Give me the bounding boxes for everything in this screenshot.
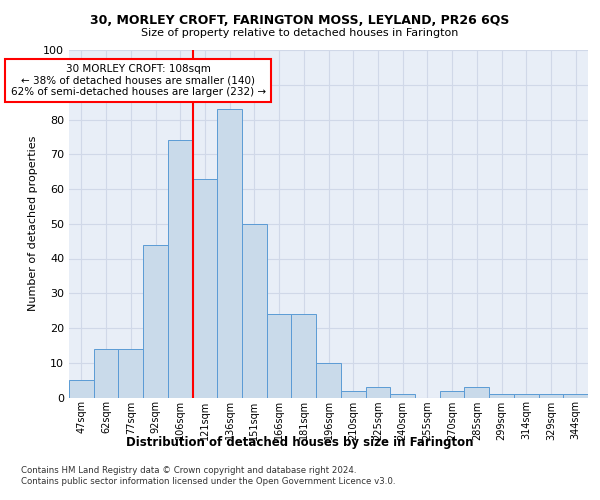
- Text: Distribution of detached houses by size in Farington: Distribution of detached houses by size …: [126, 436, 474, 449]
- Text: Size of property relative to detached houses in Farington: Size of property relative to detached ho…: [142, 28, 458, 38]
- Text: Contains public sector information licensed under the Open Government Licence v3: Contains public sector information licen…: [21, 478, 395, 486]
- Bar: [464, 387, 489, 398]
- Text: 30, MORLEY CROFT, FARINGTON MOSS, LEYLAND, PR26 6QS: 30, MORLEY CROFT, FARINGTON MOSS, LEYLAN…: [91, 14, 509, 27]
- Bar: [316, 363, 341, 398]
- Bar: [563, 394, 588, 398]
- Bar: [217, 109, 242, 398]
- Bar: [390, 394, 415, 398]
- Bar: [118, 349, 143, 398]
- Bar: [292, 314, 316, 398]
- Y-axis label: Number of detached properties: Number of detached properties: [28, 136, 38, 312]
- Bar: [267, 314, 292, 398]
- Bar: [242, 224, 267, 398]
- Bar: [539, 394, 563, 398]
- Bar: [440, 390, 464, 398]
- Bar: [168, 140, 193, 398]
- Bar: [341, 390, 365, 398]
- Bar: [193, 178, 217, 398]
- Bar: [143, 244, 168, 398]
- Text: 30 MORLEY CROFT: 108sqm
← 38% of detached houses are smaller (140)
62% of semi-d: 30 MORLEY CROFT: 108sqm ← 38% of detache…: [11, 64, 266, 97]
- Bar: [69, 380, 94, 398]
- Bar: [94, 349, 118, 398]
- Text: Contains HM Land Registry data © Crown copyright and database right 2024.: Contains HM Land Registry data © Crown c…: [21, 466, 356, 475]
- Bar: [365, 387, 390, 398]
- Bar: [489, 394, 514, 398]
- Bar: [514, 394, 539, 398]
